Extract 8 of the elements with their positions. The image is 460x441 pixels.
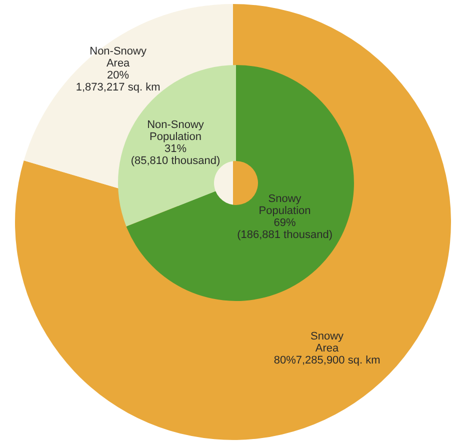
slice-label: Non-Snowy Population [147,118,204,143]
data-label: 80%7,285,900 sq. km [274,354,380,367]
data-label: 31% (85,810 thousand) [130,142,220,167]
data-label: 69% (186,881 thousand) [237,217,333,242]
slice-label: Snowy Area [310,330,344,355]
data-label: 20% 1,873,217 sq. km [76,69,160,94]
slice-label: Snowy Population [258,193,311,218]
slice-label: Non-Snowy Area [90,45,147,70]
